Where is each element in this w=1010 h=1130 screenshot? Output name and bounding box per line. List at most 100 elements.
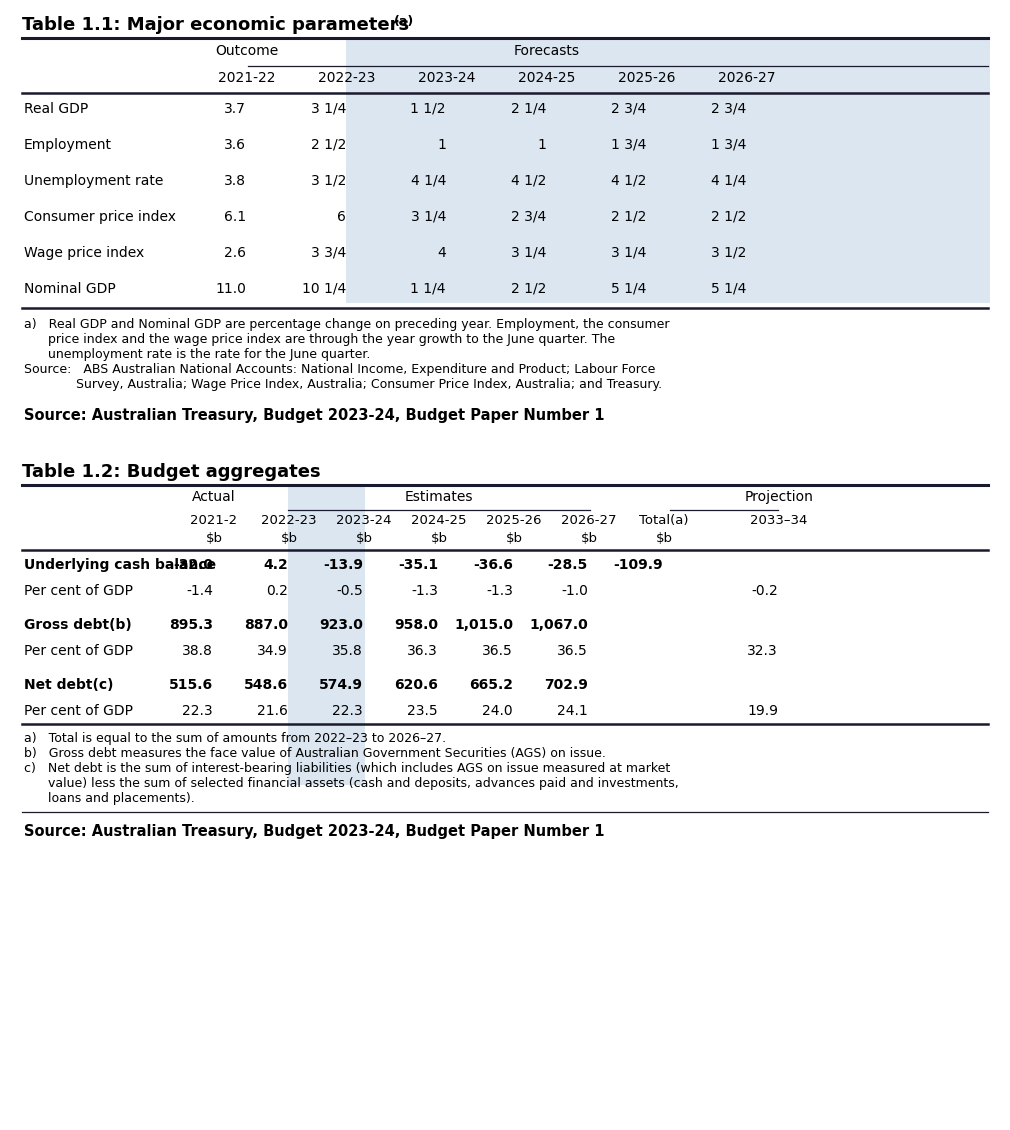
Text: Real GDP: Real GDP xyxy=(24,102,88,116)
Text: a)   Real GDP and Nominal GDP are percentage change on preceding year. Employmen: a) Real GDP and Nominal GDP are percenta… xyxy=(24,318,670,331)
Text: Survey, Australia; Wage Price Index, Australia; Consumer Price Index, Australia;: Survey, Australia; Wage Price Index, Aus… xyxy=(24,379,663,391)
Text: 36.3: 36.3 xyxy=(407,644,438,658)
Text: 1: 1 xyxy=(437,138,446,153)
Text: Source:   ABS Australian National Accounts: National Income, Expenditure and Pro: Source: ABS Australian National Accounts… xyxy=(24,363,655,376)
Text: 665.2: 665.2 xyxy=(469,678,513,692)
Text: 6: 6 xyxy=(337,210,346,224)
Text: Underlying cash balance: Underlying cash balance xyxy=(24,558,216,572)
Text: 3 1/2: 3 1/2 xyxy=(711,246,746,260)
Text: 35.8: 35.8 xyxy=(332,644,363,658)
Text: 2023-24: 2023-24 xyxy=(336,514,392,527)
Text: -109.9: -109.9 xyxy=(613,558,663,572)
Text: unemployment rate is the rate for the June quarter.: unemployment rate is the rate for the Ju… xyxy=(24,348,371,360)
Text: (a): (a) xyxy=(394,15,414,28)
Text: 32.3: 32.3 xyxy=(747,644,778,658)
Text: Wage price index: Wage price index xyxy=(24,246,144,260)
Text: Forecasts: Forecasts xyxy=(514,44,580,58)
Text: 1 3/4: 1 3/4 xyxy=(611,138,646,153)
Text: 3 1/4: 3 1/4 xyxy=(311,102,346,116)
Text: 2022-23: 2022-23 xyxy=(318,71,376,85)
Text: 1 1/4: 1 1/4 xyxy=(410,282,446,296)
Text: 895.3: 895.3 xyxy=(169,618,213,632)
Text: 22.3: 22.3 xyxy=(332,704,363,718)
Text: 2024-25: 2024-25 xyxy=(411,514,467,527)
Text: 2026-27: 2026-27 xyxy=(562,514,617,527)
Text: 1 1/2: 1 1/2 xyxy=(410,102,446,116)
Text: 2.6: 2.6 xyxy=(224,246,246,260)
Text: $b: $b xyxy=(281,532,298,545)
Text: -1.4: -1.4 xyxy=(186,584,213,598)
Text: value) less the sum of selected financial assets (cash and deposits, advances pa: value) less the sum of selected financia… xyxy=(24,777,679,790)
Text: Projection: Projection xyxy=(744,490,813,504)
Text: Nominal GDP: Nominal GDP xyxy=(24,282,116,296)
Text: $b: $b xyxy=(430,532,447,545)
Text: 11.0: 11.0 xyxy=(215,282,246,296)
Text: 10 1/4: 10 1/4 xyxy=(302,282,346,296)
Text: 887.0: 887.0 xyxy=(244,618,288,632)
Text: Actual: Actual xyxy=(192,490,235,504)
Text: 2 3/4: 2 3/4 xyxy=(711,102,746,116)
Text: 2 1/2: 2 1/2 xyxy=(611,210,646,224)
Text: Unemployment rate: Unemployment rate xyxy=(24,174,164,188)
Text: 38.8: 38.8 xyxy=(182,644,213,658)
Text: 3 1/2: 3 1/2 xyxy=(311,174,346,188)
Text: -1.3: -1.3 xyxy=(486,584,513,598)
Text: 3 1/4: 3 1/4 xyxy=(611,246,646,260)
Text: -35.1: -35.1 xyxy=(398,558,438,572)
Text: Table 1.2: Budget aggregates: Table 1.2: Budget aggregates xyxy=(22,463,320,481)
Text: $b: $b xyxy=(581,532,598,545)
Text: loans and placements).: loans and placements). xyxy=(24,792,195,805)
Text: 2026-27: 2026-27 xyxy=(718,71,776,85)
Text: 2 1/2: 2 1/2 xyxy=(711,210,746,224)
Bar xyxy=(288,485,365,785)
Text: 2025-26: 2025-26 xyxy=(486,514,541,527)
Text: 24.1: 24.1 xyxy=(558,704,588,718)
Text: a)   Total is equal to the sum of amounts from 2022–23 to 2026–27.: a) Total is equal to the sum of amounts … xyxy=(24,732,446,745)
Text: 2 1/2: 2 1/2 xyxy=(511,282,546,296)
Text: 2 1/2: 2 1/2 xyxy=(311,138,346,153)
Text: 4.2: 4.2 xyxy=(264,558,288,572)
Text: 24.0: 24.0 xyxy=(483,704,513,718)
Text: 19.9: 19.9 xyxy=(747,704,778,718)
Text: 515.6: 515.6 xyxy=(169,678,213,692)
Text: 6.1: 6.1 xyxy=(224,210,246,224)
Text: 36.5: 36.5 xyxy=(482,644,513,658)
Text: Gross debt(b): Gross debt(b) xyxy=(24,618,131,632)
Text: Per cent of GDP: Per cent of GDP xyxy=(24,704,133,718)
Text: 4 1/2: 4 1/2 xyxy=(511,174,546,188)
Text: 3 3/4: 3 3/4 xyxy=(311,246,346,260)
Text: -0.5: -0.5 xyxy=(336,584,363,598)
Text: 2025-26: 2025-26 xyxy=(618,71,676,85)
Text: 1 3/4: 1 3/4 xyxy=(711,138,746,153)
Text: $b: $b xyxy=(356,532,373,545)
Text: 1: 1 xyxy=(537,138,546,153)
Text: 3.6: 3.6 xyxy=(224,138,246,153)
Text: 2021-2: 2021-2 xyxy=(191,514,237,527)
Text: -28.5: -28.5 xyxy=(547,558,588,572)
Text: 34.9: 34.9 xyxy=(258,644,288,658)
Text: 5 1/4: 5 1/4 xyxy=(611,282,646,296)
Text: -32.0: -32.0 xyxy=(173,558,213,572)
Text: 4 1/4: 4 1/4 xyxy=(711,174,746,188)
Text: 958.0: 958.0 xyxy=(394,618,438,632)
Text: 4: 4 xyxy=(437,246,446,260)
Text: 2022-23: 2022-23 xyxy=(262,514,317,527)
Text: 2021-22: 2021-22 xyxy=(218,71,276,85)
Text: 2033–34: 2033–34 xyxy=(750,514,808,527)
Text: -13.9: -13.9 xyxy=(323,558,363,572)
Text: 4 1/4: 4 1/4 xyxy=(411,174,446,188)
Text: -1.0: -1.0 xyxy=(562,584,588,598)
Text: Net debt(c): Net debt(c) xyxy=(24,678,113,692)
Text: Total(a): Total(a) xyxy=(639,514,689,527)
Text: c)   Net debt is the sum of interest-bearing liabilities (which includes AGS on : c) Net debt is the sum of interest-beari… xyxy=(24,762,671,775)
Text: Source: Australian Treasury, Budget 2023-24, Budget Paper Number 1: Source: Australian Treasury, Budget 2023… xyxy=(24,824,605,838)
Text: $b: $b xyxy=(205,532,222,545)
Text: 3 1/4: 3 1/4 xyxy=(511,246,546,260)
Text: 23.5: 23.5 xyxy=(407,704,438,718)
Text: Source: Australian Treasury, Budget 2023-24, Budget Paper Number 1: Source: Australian Treasury, Budget 2023… xyxy=(24,408,605,423)
Text: $b: $b xyxy=(655,532,673,545)
Text: 21.6: 21.6 xyxy=(258,704,288,718)
Text: 702.9: 702.9 xyxy=(544,678,588,692)
Text: -36.6: -36.6 xyxy=(473,558,513,572)
Text: -1.3: -1.3 xyxy=(411,584,438,598)
